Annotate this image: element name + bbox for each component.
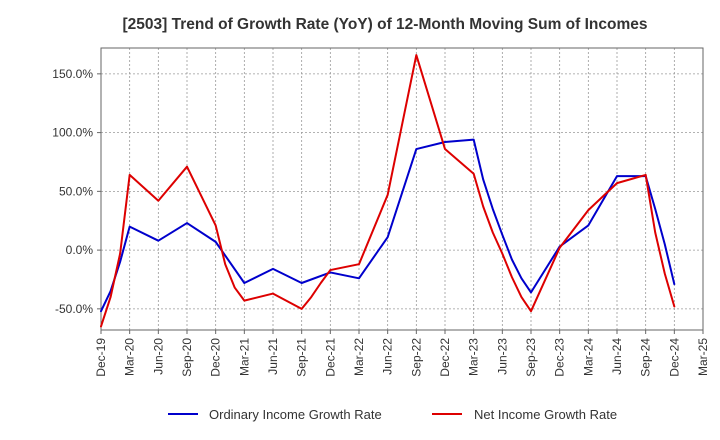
- x-tick-label: Jun-24: [610, 338, 624, 375]
- x-tick-label: Sep-22: [409, 338, 423, 377]
- x-tick-label: Mar-23: [467, 338, 481, 376]
- y-tick-label: 100.0%: [52, 126, 93, 140]
- x-tick-label: Jun-23: [495, 338, 509, 375]
- series-lines: [100, 54, 676, 328]
- plot-area-frame: [100, 47, 704, 331]
- y-tick-label: 0.0%: [66, 243, 94, 257]
- x-tick-label: Mar-22: [352, 338, 366, 376]
- x-tick-label: Sep-24: [639, 338, 653, 377]
- x-tick-label: Mar-21: [237, 338, 251, 376]
- y-axis: 150.0% 100.0% 50.0% 0.0% -50.0%: [52, 67, 101, 316]
- x-axis: Dec-19 Mar-20 Jun-20 Sep-20 Dec-20 Mar-21 Jun-…: [94, 330, 710, 377]
- x-tick-label: Mar-20: [123, 338, 137, 376]
- legend: Ordinary Income Growth Rate Net Income Gr…: [168, 407, 617, 422]
- x-tick-label: Sep-21: [295, 338, 309, 377]
- x-tick-label: Mar-24: [581, 338, 595, 376]
- x-tick-label: Dec-24: [667, 338, 681, 377]
- x-tick-label: Dec-22: [438, 338, 452, 377]
- series-line-1: [100, 54, 676, 328]
- x-tick-label: Dec-21: [323, 338, 337, 377]
- x-tick-label: Mar-25: [696, 338, 710, 376]
- legend-label-0: Ordinary Income Growth Rate: [209, 407, 382, 422]
- series-line-0: [100, 138, 676, 313]
- x-tick-label: Dec-20: [209, 338, 223, 377]
- y-tick-label: -50.0%: [55, 302, 93, 316]
- x-tick-label: Jun-22: [381, 338, 395, 375]
- x-tick-label: Sep-23: [524, 338, 538, 377]
- legend-label-1: Net Income Growth Rate: [474, 407, 617, 422]
- y-tick-label: 50.0%: [59, 184, 93, 198]
- x-tick-label: Dec-23: [553, 338, 567, 377]
- chart-title: [2503] Trend of Growth Rate (YoY) of 12-…: [122, 16, 647, 33]
- x-tick-label: Jun-20: [151, 338, 165, 375]
- grid: [100, 48, 704, 330]
- x-tick-label: Jun-21: [266, 338, 280, 375]
- y-tick-label: 150.0%: [52, 67, 93, 81]
- x-tick-label: Sep-20: [180, 338, 194, 377]
- x-tick-label: Dec-19: [94, 338, 108, 377]
